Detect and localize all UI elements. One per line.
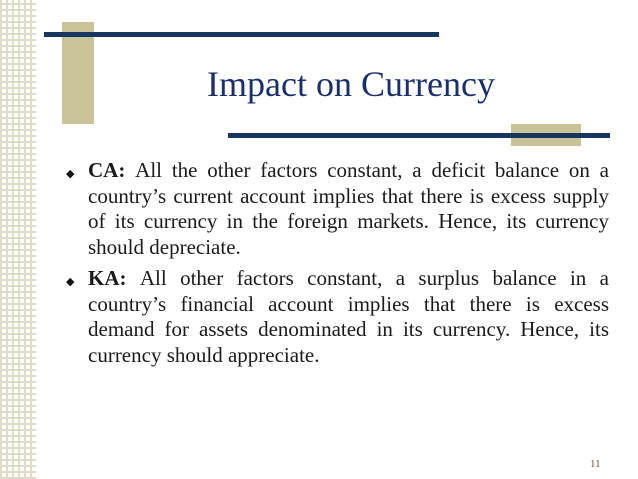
diamond-bullet-icon: ◆: [66, 276, 75, 288]
decorative-rule-bottom: [228, 133, 610, 138]
bullet-term: CA:: [88, 158, 136, 182]
bullet-text: All other factors constant, a surplus ba…: [88, 266, 609, 367]
bullet-item-ca: ◆ CA: All the other factors constant, a …: [64, 158, 609, 260]
bullet-text: All the other factors constant, a defici…: [88, 158, 609, 259]
diamond-bullet-icon: ◆: [66, 168, 75, 180]
bullet-item-ka: ◆ KA: All other factors constant, a surp…: [64, 266, 609, 368]
decorative-checkered-strip: [0, 0, 36, 479]
slide-title: Impact on Currency: [207, 64, 495, 104]
page-number: 11: [590, 458, 601, 470]
bullet-list: ◆ CA: All the other factors constant, a …: [64, 158, 609, 374]
decorative-tan-block-top: [62, 22, 94, 124]
decorative-rule-top: [44, 32, 439, 37]
bullet-term: KA:: [88, 266, 140, 290]
